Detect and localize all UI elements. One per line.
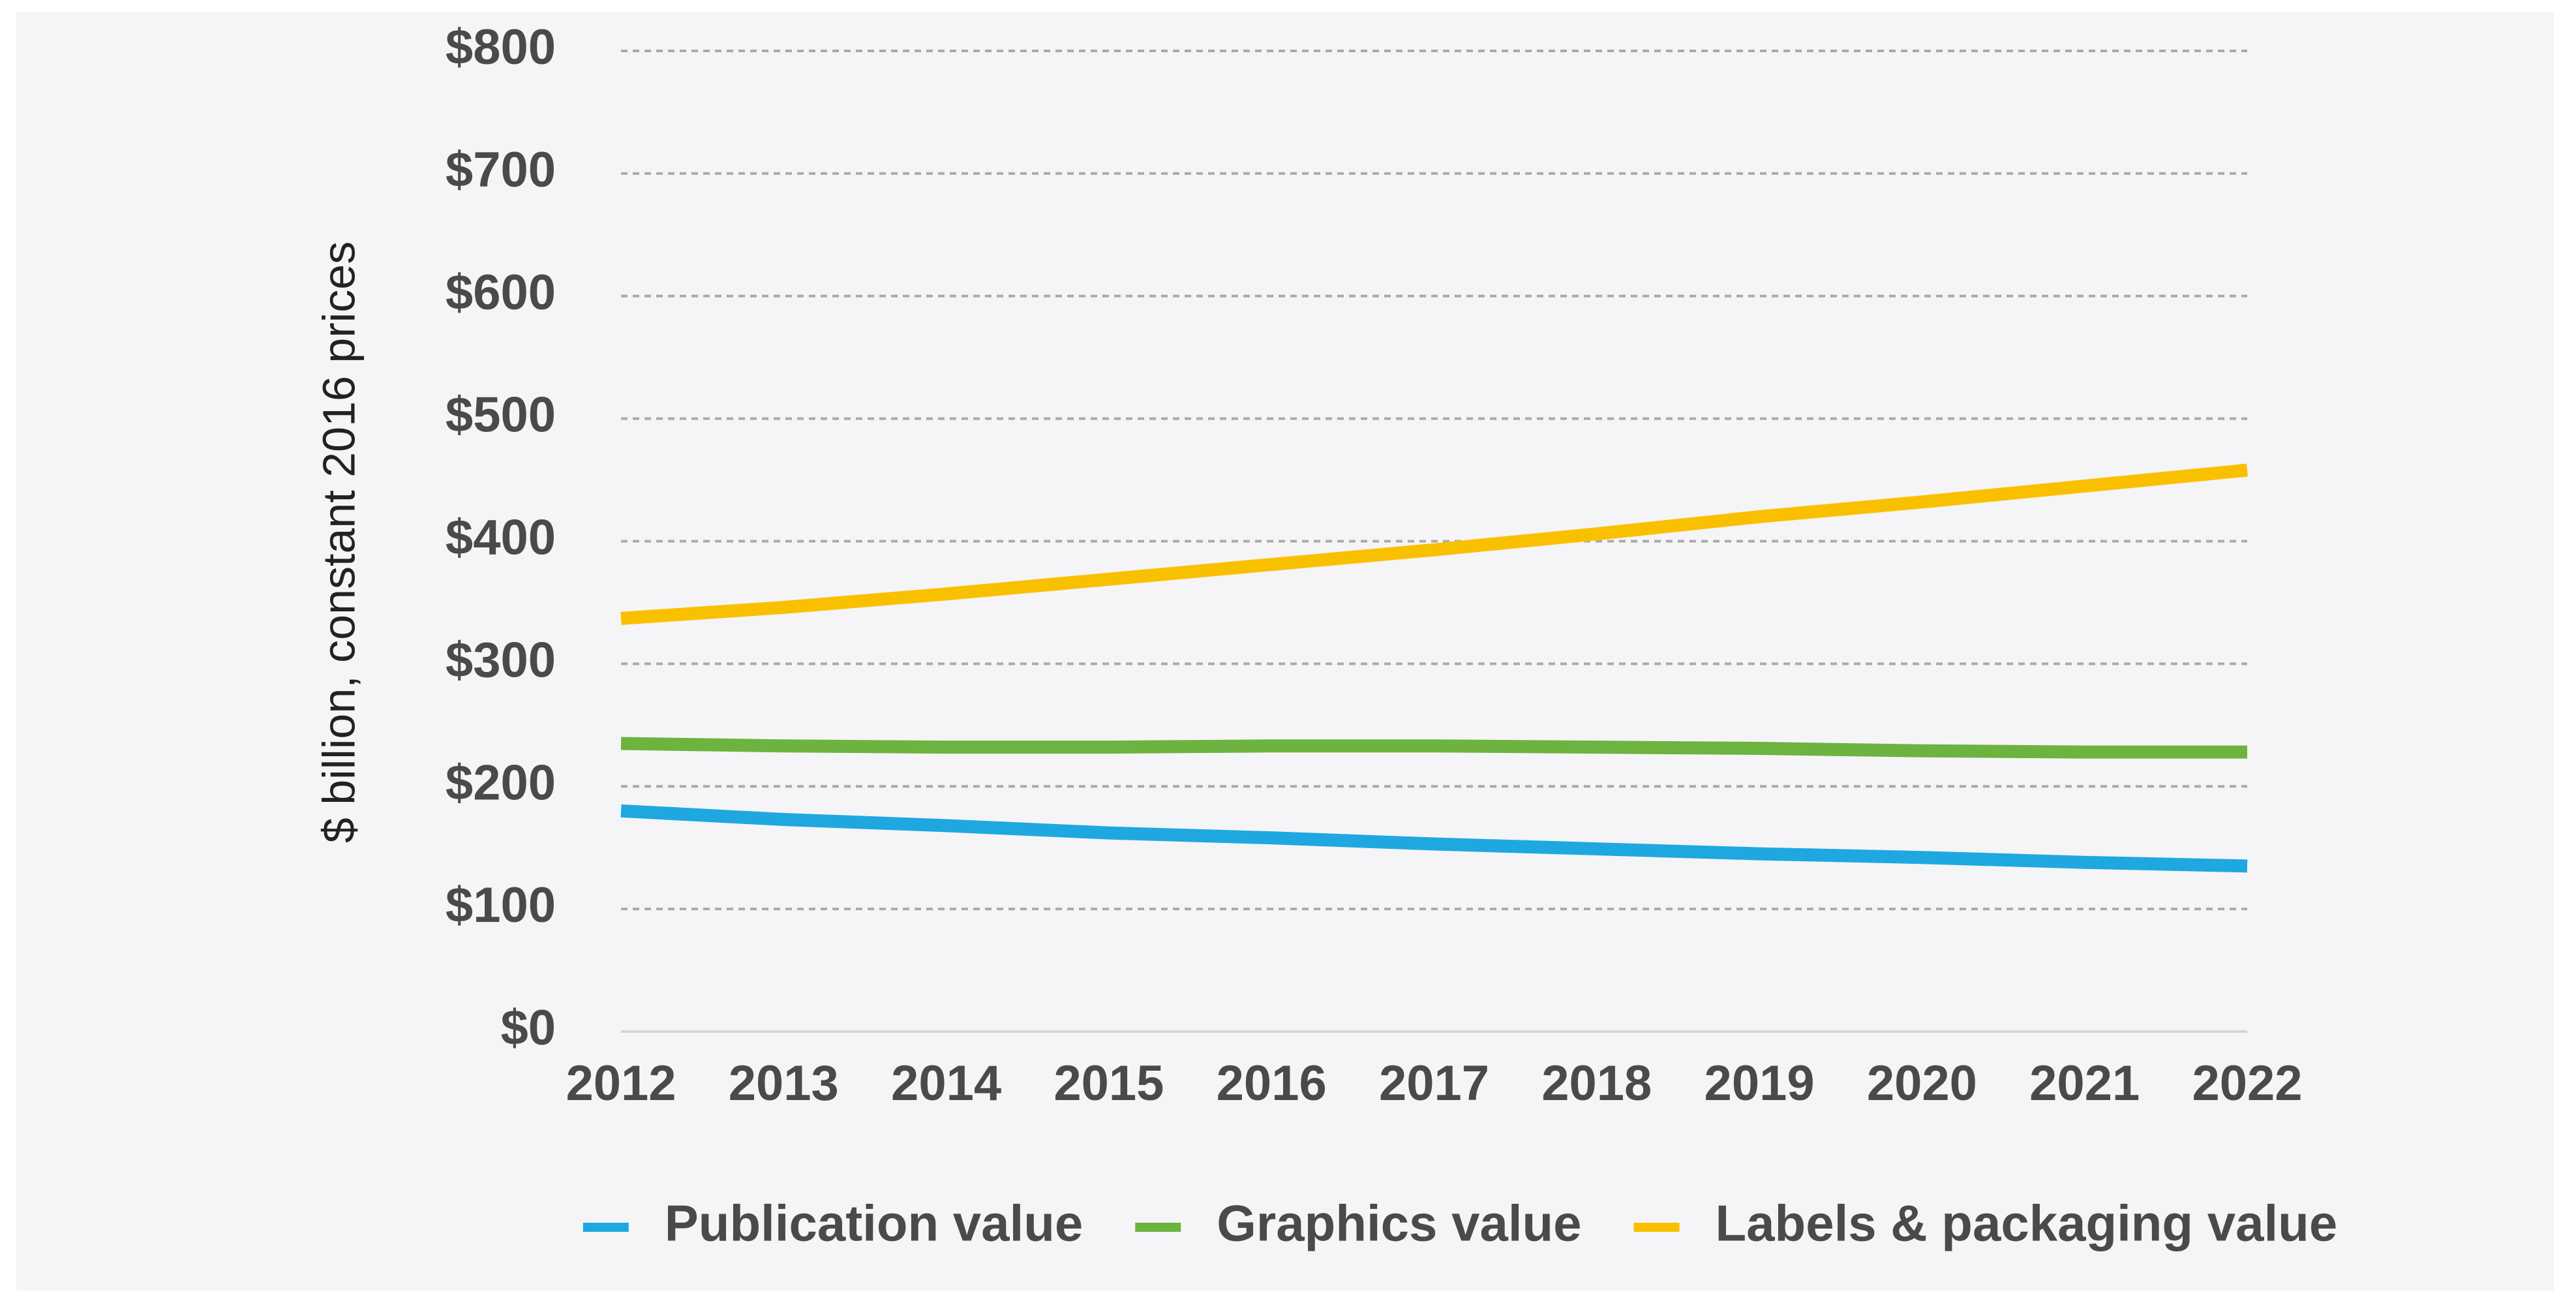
x-tick-label: 2017 — [1379, 1056, 1489, 1111]
y-tick-label: $200 — [446, 755, 556, 810]
y-axis-label: $ billion, constant 2016 prices — [313, 241, 364, 843]
line-series — [620, 463, 2248, 625]
x-tick-label: 2021 — [2029, 1056, 2140, 1111]
y-tick-label: $300 — [446, 632, 556, 688]
y-tick-label: $100 — [446, 878, 556, 933]
legend-label: Publication value — [665, 1195, 1083, 1252]
x-tick-label: 2018 — [1541, 1056, 1652, 1111]
line-series — [620, 737, 2247, 759]
x-tick-label: 2016 — [1217, 1056, 1327, 1111]
y-tick-label: $0 — [500, 1000, 556, 1056]
x-tick-label: 2013 — [729, 1056, 839, 1111]
y-tick-label: $700 — [446, 142, 556, 198]
x-tick-label: 2019 — [1705, 1056, 1815, 1111]
y-tick-label: $800 — [446, 20, 556, 75]
chart-background — [16, 12, 2554, 1291]
y-tick-label: $600 — [446, 265, 556, 320]
x-tick-label: 2012 — [566, 1056, 676, 1111]
x-tick-label: 2020 — [1867, 1056, 1977, 1111]
x-tick-label: 2015 — [1053, 1056, 1164, 1111]
line-series — [620, 804, 2248, 873]
x-tick-label: 2014 — [891, 1056, 1001, 1111]
legend-label: Labels & packaging value — [1716, 1195, 2338, 1252]
x-tick-label: 2022 — [2192, 1056, 2302, 1111]
y-tick-label: $400 — [446, 510, 556, 566]
y-tick-label: $500 — [446, 388, 556, 443]
legend-label: Graphics value — [1217, 1195, 1581, 1252]
